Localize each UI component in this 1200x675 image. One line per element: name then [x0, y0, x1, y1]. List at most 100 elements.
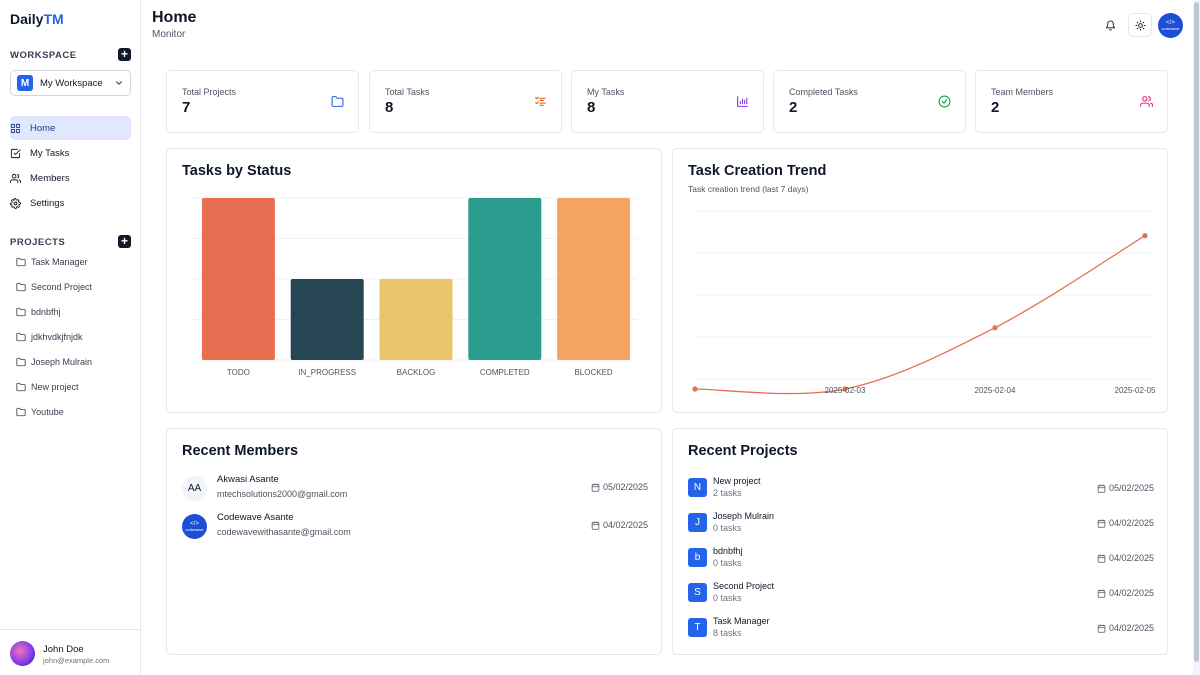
sidebar-project-label: jdkhvdkjfnjdk [31, 332, 83, 342]
stat-value: 2 [991, 99, 1000, 116]
recent-members-title: Recent Members [182, 443, 299, 459]
stat-value: 8 [587, 99, 596, 116]
sidebar-project-item[interactable]: jdkhvdkjfnjdk [16, 329, 83, 345]
bar-completed[interactable] [468, 198, 542, 360]
x-tick-label: 2025-02-03 [825, 386, 866, 395]
trend-point[interactable] [692, 386, 698, 392]
project-task-count: 0 tasks [713, 558, 742, 568]
sidebar-project-label: Task Manager [31, 257, 88, 267]
grid-icon [10, 123, 21, 133]
task-trend-subtitle: Task creation trend (last 7 days) [688, 184, 809, 194]
nav-members[interactable]: Members [10, 166, 131, 190]
theme-toggle-button[interactable] [1128, 13, 1152, 37]
add-workspace-button[interactable]: + [118, 48, 131, 61]
workspace-heading: WORKSPACE [10, 50, 77, 61]
folder-icon [16, 332, 26, 342]
users-icon [10, 173, 21, 183]
project-name: Second Project [713, 581, 775, 591]
nav-home[interactable]: Home [10, 116, 131, 140]
sidebar-project-item[interactable]: bdnbfhj [16, 304, 61, 320]
member-email: codewavewithasante@gmail.com [217, 527, 351, 537]
bar-backlog[interactable] [379, 279, 453, 360]
folder-icon [16, 407, 26, 417]
folder-icon [16, 257, 26, 267]
project-row[interactable]: b bdnbfhj 0 tasks 04/02/2025 [688, 546, 1154, 572]
bar-todo[interactable] [201, 198, 275, 360]
sidebar-project-item[interactable]: Joseph Mulrain [16, 354, 92, 370]
stat-label: Total Projects [182, 87, 237, 97]
project-name: Task Manager [713, 616, 770, 626]
project-badge: N [688, 478, 707, 497]
app-logo[interactable]: DailyTM [10, 11, 64, 27]
project-row[interactable]: N New project 2 tasks 05/02/2025 [688, 476, 1154, 502]
stat-card: Team Members 2 [975, 70, 1168, 133]
page-subtitle: Monitor [152, 29, 186, 40]
tasks-by-status-card: Tasks by Status TODO IN_PROGRESS BACKLOG CO… [166, 148, 662, 413]
folder-icon [16, 307, 26, 317]
sidebar-project-item[interactable]: Second Project [16, 279, 92, 295]
folder-icon [331, 96, 344, 107]
project-row[interactable]: S Second Project 0 tasks 04/02/2025 [688, 581, 1154, 607]
project-name: New project [713, 476, 761, 486]
x-tick-label: IN_PROGRESS [298, 368, 356, 377]
x-tick-label: BLOCKED [574, 368, 612, 377]
project-task-count: 2 tasks [713, 488, 742, 498]
project-badge: b [688, 548, 707, 567]
nav-settings-label: Settings [30, 197, 65, 209]
logo-accent: TM [43, 11, 64, 27]
sidebar-project-item[interactable]: Task Manager [16, 254, 88, 270]
checkbox-icon [10, 148, 21, 158]
nav-my-tasks[interactable]: My Tasks [10, 141, 131, 165]
member-date: 04/02/2025 [602, 520, 648, 530]
tasks-by-status-chart: TODO IN_PROGRESS BACKLOG COMPLETED BLOCKED [193, 197, 637, 377]
sun-icon [1134, 19, 1146, 31]
trend-point[interactable] [1142, 233, 1148, 239]
add-project-button[interactable]: + [118, 235, 131, 248]
header-avatar[interactable]: </> codewave [1158, 13, 1183, 38]
folder-icon [16, 282, 26, 292]
x-tick-label: 2025-02-05 [1115, 386, 1156, 395]
bar-blocked[interactable] [557, 198, 631, 360]
folder-icon [16, 357, 26, 367]
list-checks-icon [535, 96, 546, 106]
stat-value: 2 [789, 99, 798, 116]
workspace-select[interactable]: M My Workspace [10, 70, 131, 96]
check-circle-icon [938, 95, 951, 108]
stat-value: 7 [182, 99, 191, 116]
nav-members-label: Members [30, 172, 70, 184]
users-icon [1140, 96, 1153, 107]
notifications-button[interactable] [1098, 13, 1122, 37]
user-name: John Doe [43, 644, 84, 655]
sidebar-project-label: New project [31, 382, 79, 392]
avatar [10, 641, 35, 666]
project-task-count: 8 tasks [713, 628, 742, 638]
project-name: bdnbfhj [713, 546, 743, 556]
user-profile[interactable]: John Doe john@example.com [0, 629, 141, 675]
gear-icon [10, 197, 21, 209]
sidebar-project-item[interactable]: New project [16, 379, 79, 395]
calendar-icon [1097, 518, 1106, 528]
code-icon: </> [190, 521, 199, 527]
workspace-badge: M [17, 75, 33, 91]
project-row[interactable]: J Joseph Mulrain 0 tasks 04/02/2025 [688, 511, 1154, 537]
folder-icon [16, 382, 26, 392]
member-row[interactable]: </> codewave Codewave Asante codewavewithas… [182, 512, 648, 542]
nav-settings[interactable]: Settings [10, 191, 131, 215]
sidebar: DailyTM WORKSPACE + M My Workspace Home … [0, 0, 141, 675]
member-name: Akwasi Asante [217, 474, 279, 485]
sidebar-project-label: bdnbfhj [31, 307, 61, 317]
project-date: 04/02/2025 [1108, 623, 1154, 633]
bar-in-progress[interactable] [290, 279, 364, 360]
sidebar-project-item[interactable]: Youtube [16, 404, 64, 420]
member-row[interactable]: AA Akwasi Asante mtechsolutions2000@gmail.… [182, 474, 648, 504]
trend-line [694, 235, 1146, 395]
project-date: 04/02/2025 [1108, 553, 1154, 563]
project-date: 04/02/2025 [1108, 518, 1154, 528]
trend-point[interactable] [842, 386, 848, 392]
nav-my-tasks-label: My Tasks [30, 147, 70, 159]
project-row[interactable]: T Task Manager 8 tasks 04/02/2025 [688, 616, 1154, 642]
trend-point[interactable] [992, 325, 998, 331]
projects-heading: PROJECTS [10, 237, 66, 248]
task-trend-title: Task Creation Trend [688, 163, 827, 179]
scrollbar-thumb[interactable] [1194, 2, 1199, 662]
